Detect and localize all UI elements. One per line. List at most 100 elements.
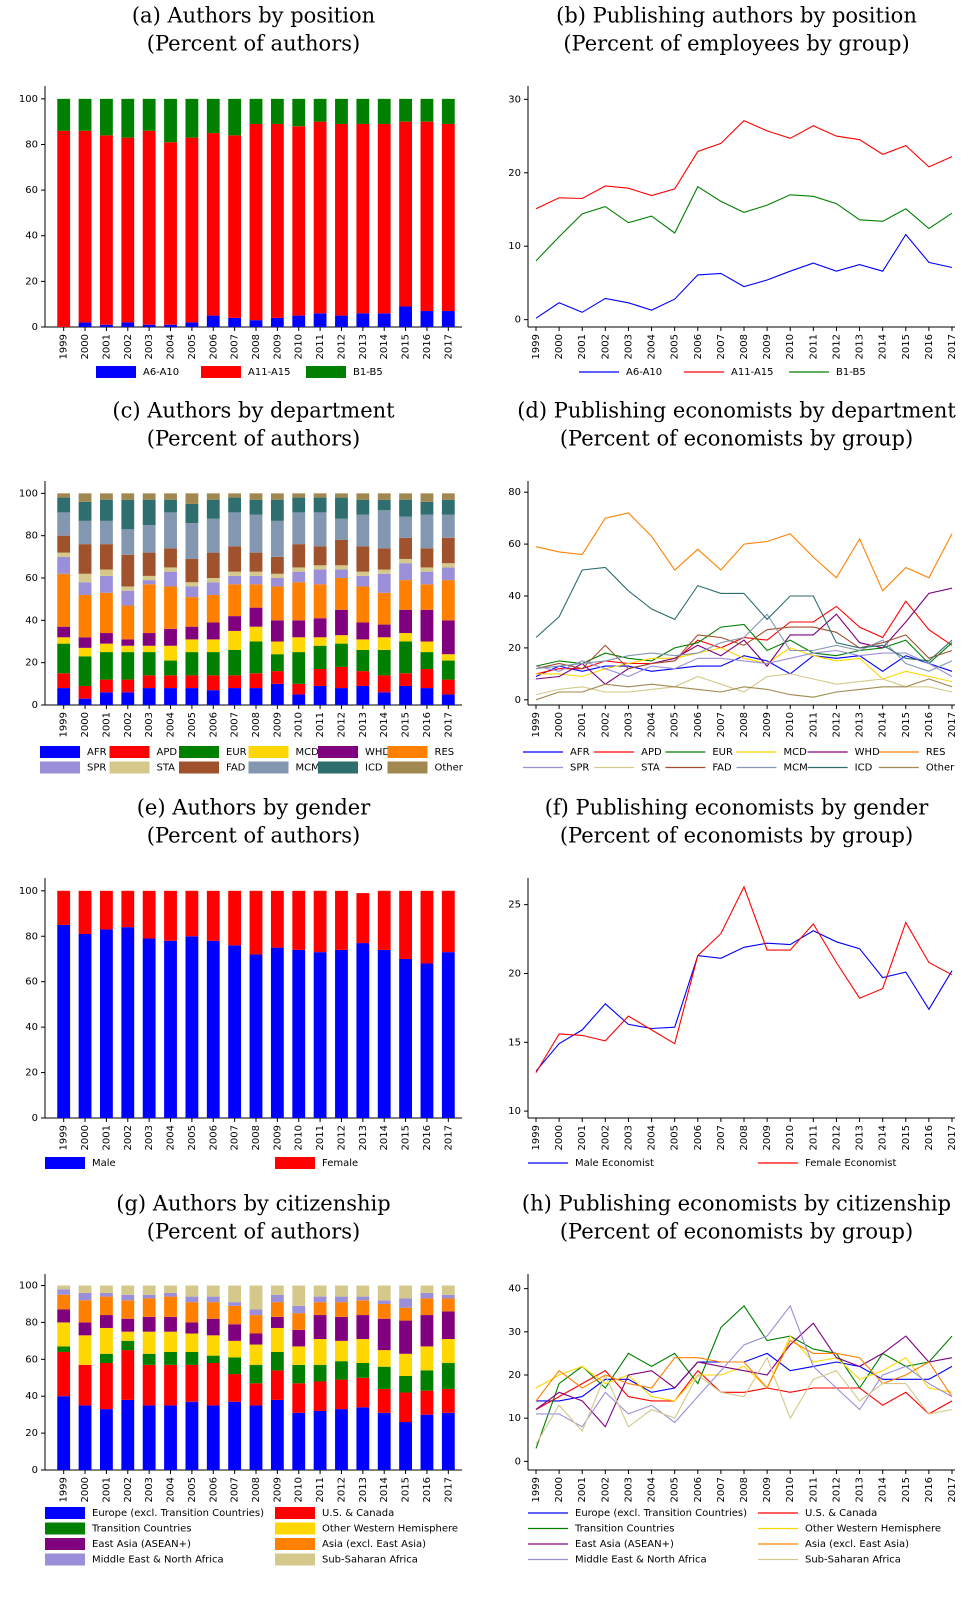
bar-segment <box>164 324 177 327</box>
x-tick-label: 2015 <box>901 712 912 737</box>
bar-segment <box>249 575 263 585</box>
bar-segment <box>399 537 412 559</box>
bar-segment <box>313 618 327 638</box>
bar-segment <box>356 622 370 640</box>
x-tick-label: 2008 <box>739 712 750 737</box>
x-tick-label: 2017 <box>947 712 958 737</box>
x-tick-label: 2017 <box>947 1477 958 1502</box>
bar-segment <box>335 98 348 124</box>
x-tick-label: 1999 <box>531 334 542 359</box>
bar-segment <box>377 1285 391 1301</box>
bar-segment <box>206 1296 220 1303</box>
x-tick-label: 2009 <box>272 1125 283 1150</box>
bar-segment <box>356 1315 370 1340</box>
x-tick-label: 2005 <box>670 1477 681 1502</box>
x-tick-label: 2004 <box>166 1125 177 1150</box>
bar-segment <box>57 673 71 689</box>
bar-segment <box>100 643 113 653</box>
bar-segment <box>313 313 327 327</box>
bar-segment <box>420 1414 434 1470</box>
x-tick-label: 2006 <box>693 1477 704 1502</box>
bar-segment <box>185 1285 199 1297</box>
bar-segment <box>78 656 92 686</box>
bar-segment <box>399 958 412 1118</box>
x-tick-label: 2015 <box>401 1477 412 1502</box>
x-tick-label: 2009 <box>762 1477 773 1502</box>
x-tick-label: 2007 <box>230 1477 241 1502</box>
legend-label: EUR <box>712 747 733 758</box>
legend-swatch <box>45 1538 85 1550</box>
bar-segment <box>377 1412 391 1470</box>
x-tick-label: 2010 <box>294 712 305 737</box>
bar-segment <box>313 952 327 1118</box>
bar-segment <box>121 499 135 530</box>
legend-label: MCM <box>296 763 320 774</box>
bar-segment <box>313 1364 327 1382</box>
bar-segment <box>78 1292 92 1301</box>
y-tick-label: 100 <box>19 1281 38 1292</box>
bar-segment <box>206 594 220 623</box>
x-tick-label: 2002 <box>123 334 134 359</box>
bar-segment <box>121 1285 135 1295</box>
bar-segment <box>100 679 113 693</box>
bar-segment <box>335 1316 348 1341</box>
bar-segment <box>228 584 242 617</box>
y-tick-label: 20 <box>508 168 521 179</box>
bar-segment <box>121 322 135 327</box>
x-tick-label: 2011 <box>808 1477 819 1502</box>
x-tick-label: 2014 <box>379 1125 390 1150</box>
bar-segment <box>313 645 327 670</box>
x-tick-label: 2000 <box>554 1477 565 1502</box>
bar-segment <box>270 98 284 124</box>
bar-segment <box>335 1302 348 1317</box>
x-tick-label: 2013 <box>358 1125 369 1150</box>
bar-segment <box>100 1353 113 1364</box>
bar-segment <box>249 552 263 572</box>
series-line <box>535 930 953 1072</box>
bar-segment <box>121 890 135 928</box>
legend-swatch <box>248 746 289 758</box>
bar-segment <box>228 1401 242 1470</box>
bar-segment <box>164 688 177 705</box>
bar-segment <box>335 497 348 519</box>
bar-segment <box>292 512 306 545</box>
bar-segment <box>142 552 156 576</box>
bar-segment <box>78 501 92 521</box>
x-tick-label: 2005 <box>187 712 198 737</box>
bar-segment <box>249 123 263 321</box>
bar-segment <box>377 692 391 705</box>
chart-subtitle: (Percent of economists by group) <box>560 824 913 848</box>
bar-segment <box>185 639 199 653</box>
bar-segment <box>335 688 348 705</box>
x-tick-label: 2012 <box>831 1477 842 1502</box>
bar-segment <box>313 1285 327 1297</box>
x-tick-label: 2012 <box>831 1125 842 1150</box>
bar-segment <box>57 643 71 674</box>
x-tick-label: 2014 <box>379 334 390 359</box>
bar-segment <box>249 1405 263 1470</box>
bar-segment <box>228 649 242 676</box>
x-tick-label: 2001 <box>577 1125 588 1150</box>
bar-segment <box>377 493 391 500</box>
x-tick-label: 2017 <box>947 334 958 359</box>
x-tick-label: 2017 <box>443 1477 454 1502</box>
legend-swatch <box>275 1522 315 1535</box>
legend-label: Male Economist <box>575 1158 654 1169</box>
bar-segment <box>441 952 455 1118</box>
bar-segment <box>121 652 135 680</box>
legend-label: AFR <box>570 747 590 758</box>
bar-segment <box>441 537 455 564</box>
bar-segment <box>377 569 391 574</box>
bar-segment <box>399 641 412 674</box>
bar-segment <box>100 1363 113 1410</box>
x-tick-label: 2007 <box>716 1125 727 1150</box>
bar-segment <box>185 1322 199 1334</box>
bar-segment <box>249 514 263 553</box>
bar-segment <box>292 126 306 316</box>
series-line <box>535 1356 953 1445</box>
bar-segment <box>313 1302 327 1316</box>
bar-segment <box>399 1353 412 1376</box>
x-tick-label: 2017 <box>947 1125 958 1150</box>
x-tick-label: 2010 <box>294 334 305 359</box>
legend-swatch <box>306 366 346 378</box>
